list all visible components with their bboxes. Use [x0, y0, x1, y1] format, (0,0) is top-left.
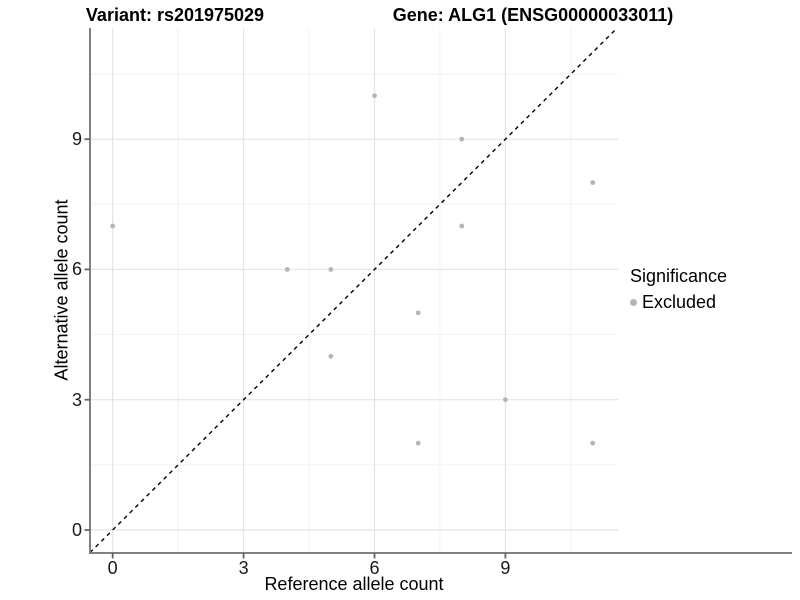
x-tick-label: 3	[238, 558, 249, 578]
major-gridlines	[90, 28, 618, 553]
data-point	[284, 267, 290, 272]
data-point	[503, 397, 508, 403]
y-tick-label: 9	[71, 129, 82, 150]
axis-lines	[89, 28, 792, 554]
excluded-point-icon	[630, 299, 637, 306]
data-point	[328, 267, 334, 272]
minor-gridlines	[90, 28, 618, 553]
identity-reference-line	[89, 27, 618, 554]
data-point	[459, 136, 465, 142]
data-point	[459, 223, 465, 229]
x-tick-label: 6	[369, 558, 380, 578]
legend: Significance Excluded	[630, 266, 727, 313]
data-point	[590, 440, 596, 446]
tick-marks	[84, 138, 507, 559]
y-axis-title: Alternative allele count	[51, 199, 72, 381]
data-point	[110, 223, 116, 229]
data-point	[372, 93, 377, 99]
y-tick-label: 3	[71, 389, 82, 410]
y-tick-label: 0	[71, 519, 82, 540]
x-tick-label: 0	[107, 558, 118, 578]
data-point	[590, 180, 596, 185]
data-points	[110, 93, 596, 446]
legend-entry-label: Excluded	[642, 292, 717, 312]
dashed-diagonal	[89, 27, 618, 554]
data-point	[415, 310, 421, 316]
data-point	[415, 440, 421, 446]
x-axis-title: Reference allele count	[264, 574, 444, 594]
x-tick-label: 9	[500, 558, 511, 578]
legend-entry-excluded: Excluded	[630, 292, 727, 313]
data-point	[328, 353, 334, 359]
legend-title: Significance	[630, 266, 728, 286]
y-tick-label: 6	[71, 259, 82, 280]
plot-title-gene: Gene: ALG1 (ENSG00000033011)	[392, 5, 674, 25]
plot-title-variant: Variant: rs201975029	[85, 5, 265, 25]
